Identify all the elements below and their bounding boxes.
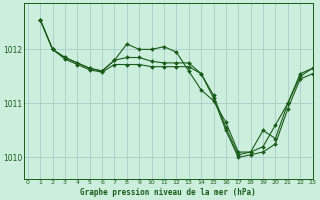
X-axis label: Graphe pression niveau de la mer (hPa): Graphe pression niveau de la mer (hPa) [80,188,256,197]
